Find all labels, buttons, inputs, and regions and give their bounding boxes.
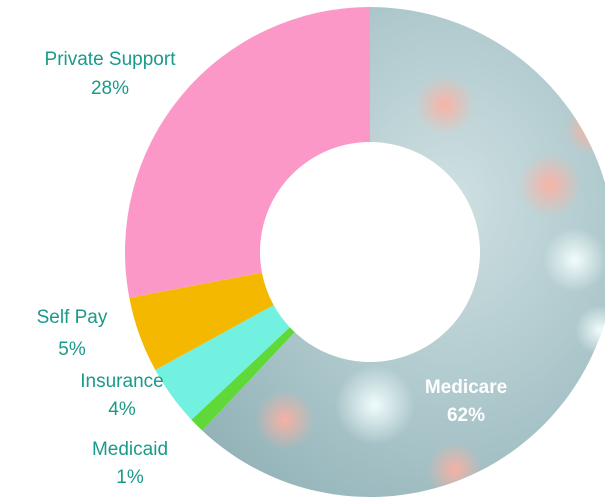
bokeh-light bbox=[427, 442, 483, 498]
bokeh-light bbox=[255, 390, 315, 450]
slice-label: Insurance bbox=[80, 371, 163, 392]
bokeh-light bbox=[335, 365, 415, 445]
slice-label: Self Pay bbox=[37, 307, 108, 328]
slice-value-label: 28% bbox=[91, 78, 129, 99]
slice-value-label: 1% bbox=[116, 467, 144, 488]
slices bbox=[124, 6, 605, 498]
slice-value-label: 4% bbox=[108, 399, 136, 420]
slice-value-label: 5% bbox=[58, 339, 86, 360]
labels: Medicare 62% Medicaid 1% Insurance 4% Self Pay… bbox=[37, 49, 508, 488]
slice-value-label: 62% bbox=[447, 405, 485, 426]
slice bbox=[155, 304, 290, 420]
bokeh-light bbox=[543, 228, 605, 292]
slice-label: Medicaid bbox=[92, 439, 168, 460]
bokeh-light bbox=[415, 75, 475, 135]
slice-label: Private Support bbox=[45, 49, 177, 70]
slice-label: Medicare bbox=[425, 377, 507, 398]
slice bbox=[202, 7, 605, 497]
bokeh-light bbox=[518, 153, 582, 217]
slice bbox=[129, 272, 274, 371]
slice bbox=[124, 6, 370, 298]
bokeh-light bbox=[575, 305, 605, 355]
slice bbox=[191, 327, 295, 431]
